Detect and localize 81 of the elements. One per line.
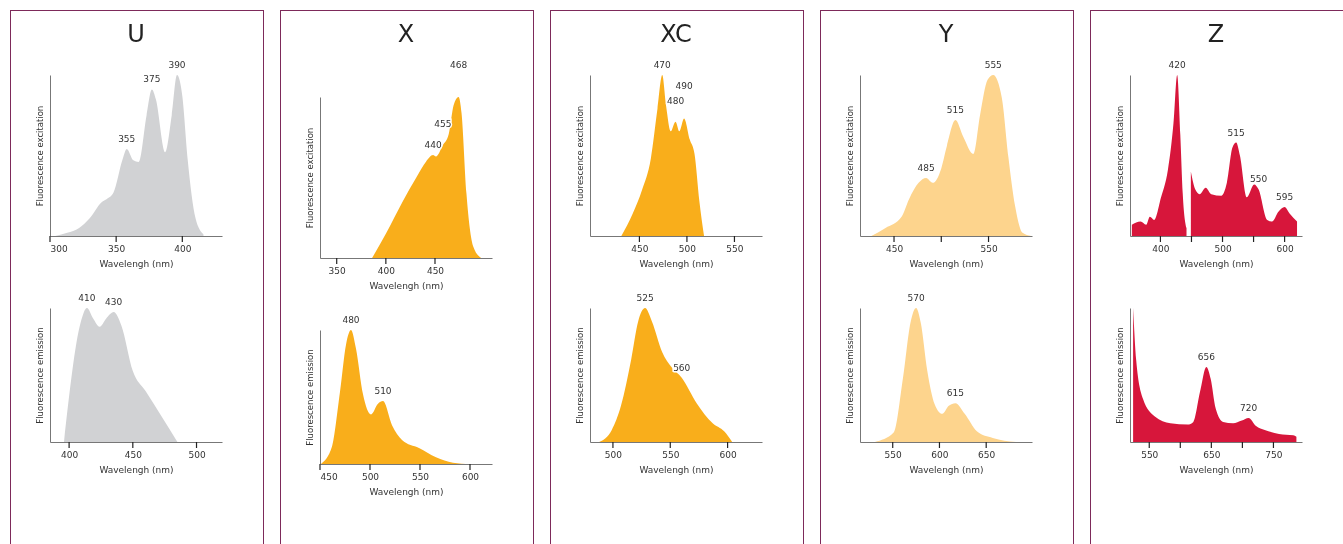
annotation: 410 — [78, 293, 96, 303]
annotation: 615 — [946, 388, 964, 399]
annotation: 480 — [342, 315, 360, 325]
x-tick-label: 450 — [320, 471, 338, 482]
y-axis-title: Fluorescence excitation — [304, 127, 315, 229]
x-axis-title: Wavelengh (nm) — [99, 258, 174, 269]
y-axis-title: Fluorescence emission — [574, 327, 585, 424]
y-axis-title: Fluorescence emission — [304, 349, 315, 446]
x-tick-label: 450 — [631, 243, 649, 254]
annotation: 375 — [143, 74, 161, 85]
x-tick-label: 550 — [662, 449, 680, 460]
x-tick-label: 600 — [931, 449, 949, 460]
x-tick-label: 550 — [726, 243, 744, 254]
y-axis-title: Fluorescence excitation — [844, 105, 855, 207]
x-tick-label: 350 — [328, 265, 347, 276]
x-tick-label: 300 — [50, 243, 68, 254]
annotation: 550 — [1249, 174, 1268, 185]
annotation: 390 — [168, 60, 186, 70]
chart-title: X — [397, 20, 415, 48]
y-axis-title: Fluorescence emission — [34, 327, 45, 424]
x-tick-label: 450 — [885, 243, 904, 254]
annotation: 510 — [374, 386, 392, 397]
annotation: 555 — [984, 60, 1002, 70]
y-axis-title: Fluorescence excitation — [1114, 105, 1125, 207]
chart-title: Z — [1207, 20, 1225, 48]
x-tick-label: 500 — [604, 449, 623, 460]
annotation: 468 — [449, 60, 468, 70]
annotation: 720 — [1240, 402, 1258, 413]
annotation: 656 — [1197, 351, 1216, 362]
x-axis-title: Wavelengh (nm) — [639, 258, 714, 269]
annotation: 595 — [1276, 192, 1294, 203]
annotation: 455 — [434, 119, 452, 130]
annotation: 430 — [105, 297, 123, 308]
annotation: 570 — [907, 293, 925, 303]
annotation: 485 — [917, 163, 935, 174]
x-tick-label: 550 — [411, 471, 430, 482]
x-tick-label: 500 — [678, 243, 697, 254]
x-tick-label: 450 — [426, 265, 445, 276]
annotation: 490 — [675, 81, 693, 92]
annotation: 440 — [424, 139, 442, 150]
chart-title: U — [127, 20, 145, 48]
x-tick-label: 750 — [1265, 449, 1283, 460]
x-axis-title: Wavelengh (nm) — [909, 464, 984, 475]
x-tick-label: 500 — [1214, 243, 1232, 254]
y-axis-title: Fluorescence excitation — [574, 105, 585, 207]
x-axis-title: Wavelengh (nm) — [369, 486, 444, 497]
chart-title: Y — [937, 20, 954, 48]
x-axis-title: Wavelengh (nm) — [1179, 258, 1254, 269]
annotation: 525 — [636, 293, 654, 303]
y-axis-title: Fluorescence excitation — [34, 105, 45, 207]
x-tick-label: 400 — [174, 243, 192, 254]
x-tick-label: 550 — [980, 243, 998, 254]
annotation: 480 — [666, 95, 685, 106]
x-axis-title: Wavelengh (nm) — [1179, 464, 1254, 475]
x-axis-title: Wavelengh (nm) — [369, 280, 444, 291]
x-tick-label: 550 — [1141, 449, 1159, 460]
x-tick-label: 600 — [1276, 243, 1294, 254]
x-axis-title: Wavelengh (nm) — [639, 464, 714, 475]
x-tick-label: 500 — [188, 449, 206, 460]
y-axis-title: Fluorescence emission — [844, 327, 855, 424]
annotation: 355 — [118, 134, 136, 145]
x-tick-label: 500 — [361, 471, 380, 482]
x-tick-label: 450 — [124, 449, 143, 460]
annotation: 470 — [653, 60, 672, 70]
x-tick-label: 550 — [884, 449, 903, 460]
x-tick-label: 650 — [978, 449, 996, 460]
y-axis-title: Fluorescence emission — [1114, 327, 1125, 424]
annotation: 515 — [946, 105, 965, 116]
x-tick-label: 650 — [1203, 449, 1221, 460]
x-tick-label: 600 — [719, 449, 737, 460]
x-tick-label: 600 — [461, 471, 480, 482]
annotation: 420 — [1168, 60, 1187, 70]
x-tick-label: 400 — [377, 265, 396, 276]
x-axis-title: Wavelengh (nm) — [99, 464, 174, 475]
x-axis-title: Wavelengh (nm) — [909, 258, 984, 269]
x-tick-label: 400 — [61, 449, 79, 460]
annotation: 560 — [673, 362, 691, 373]
annotation: 515 — [1227, 127, 1245, 138]
x-tick-label: 400 — [1152, 243, 1170, 254]
chart-title: XC — [660, 20, 692, 48]
x-tick-label: 350 — [108, 243, 126, 254]
